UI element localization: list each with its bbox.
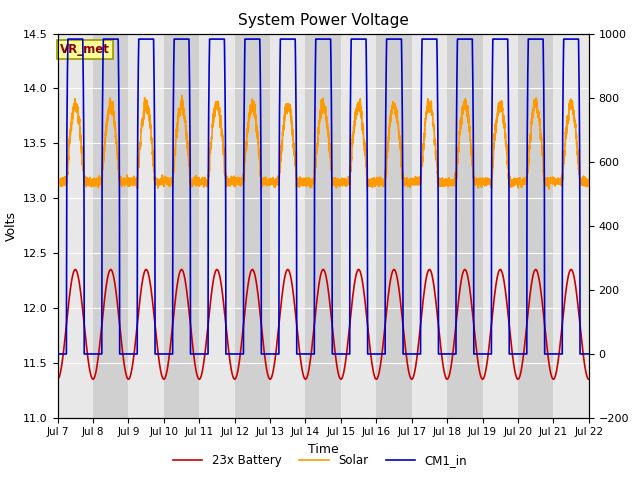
23x Battery [556,343,564,349]
Bar [199,34,235,418]
Bar [164,34,199,418]
CM1_in [305,351,313,357]
Bar [589,34,624,418]
CM1_in [234,351,242,357]
Solar [585,177,593,182]
Bar [235,34,270,418]
23x Battery [563,284,570,289]
Solar [54,178,61,183]
23x Battery [54,376,61,382]
Bar [305,34,341,418]
Line: Solar: Solar [58,96,589,189]
Bar [93,34,129,418]
Line: CM1_in: CM1_in [58,39,589,354]
Bar [376,34,412,418]
23x Battery [305,366,313,372]
CM1_in [64,36,72,42]
Bar [129,34,164,418]
Line: 23x Battery: 23x Battery [58,269,589,379]
Solar [556,178,564,184]
CM1_in [442,351,450,357]
Legend: 23x Battery, Solar, CM1_in: 23x Battery, Solar, CM1_in [168,449,472,472]
CM1_in [563,36,570,42]
23x Battery [72,266,79,272]
Bar [554,34,589,418]
Bar [447,34,483,418]
Solar [305,179,313,185]
Solar [234,177,242,183]
CM1_in [585,351,593,357]
Y-axis label: Volts: Volts [4,211,17,240]
Bar [483,34,518,418]
X-axis label: Time: Time [308,443,339,456]
Text: VR_met: VR_met [60,43,110,56]
Bar [270,34,305,418]
23x Battery [457,279,465,285]
CM1_in [556,351,564,357]
Solar [563,131,570,136]
Solar [545,186,553,192]
Solar [442,179,450,184]
Solar [178,93,186,98]
Bar [58,34,93,418]
Bar [341,34,376,418]
23x Battery [585,376,593,382]
CM1_in [457,36,465,42]
Title: System Power Voltage: System Power Voltage [238,13,408,28]
Bar [518,34,554,418]
23x Battery [234,366,242,372]
CM1_in [54,351,61,357]
23x Battery [442,375,450,381]
Solar [457,120,465,126]
Bar [412,34,447,418]
